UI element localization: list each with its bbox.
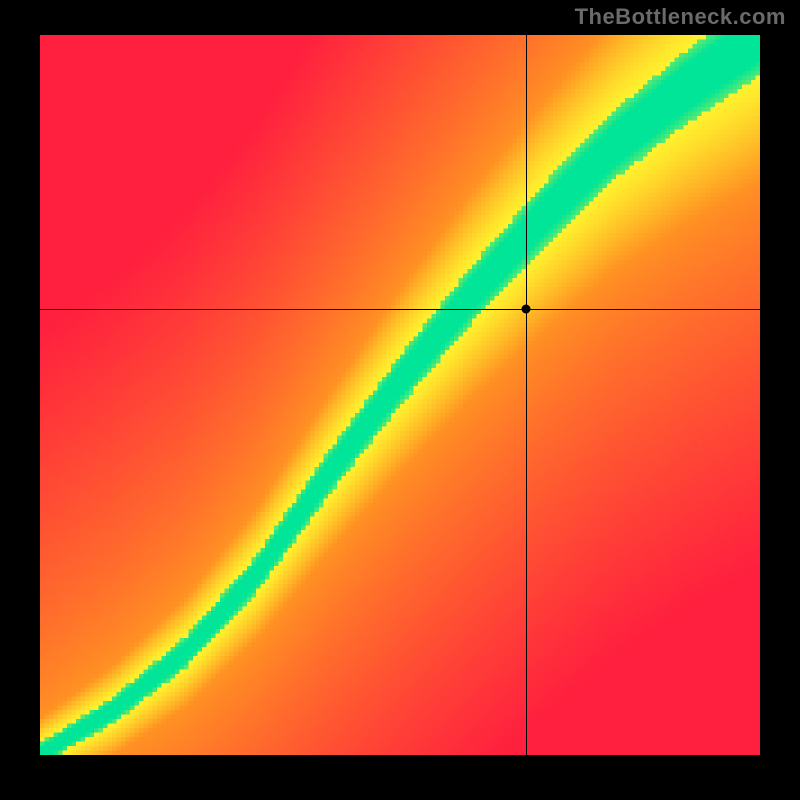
crosshair-horizontal [40, 309, 760, 310]
crosshair-vertical [526, 35, 527, 755]
bottleneck-heatmap [40, 35, 760, 755]
crosshair-marker-dot [522, 304, 531, 313]
heatmap-canvas [40, 35, 760, 755]
watermark-text: TheBottleneck.com [575, 4, 786, 30]
